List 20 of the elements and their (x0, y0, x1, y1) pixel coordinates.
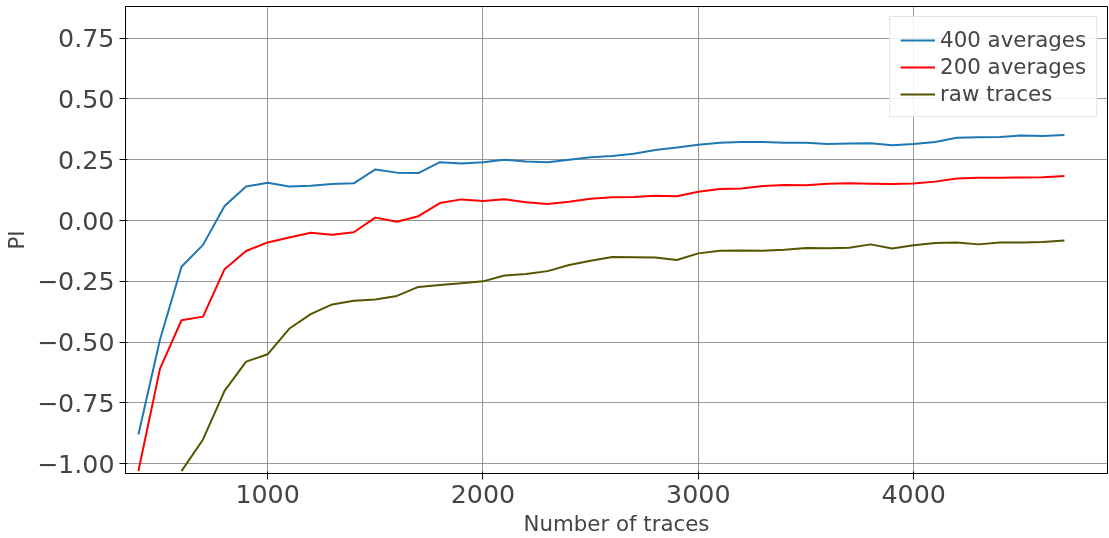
y-tick-label: 0.75 (58, 23, 115, 54)
y-axis-title: PI (3, 230, 29, 250)
legend-label: 200 averages (940, 54, 1086, 79)
x-tick-label: 4000 (881, 478, 946, 509)
x-tick-label: 3000 (666, 478, 731, 509)
x-tick-label: 2000 (450, 478, 516, 509)
y-tick-label: −1.00 (36, 448, 115, 479)
legend-label: 400 averages (940, 27, 1086, 52)
y-tick-label: 0.50 (58, 83, 115, 114)
y-tick-label: −0.50 (36, 327, 115, 358)
x-axis-title: Number of traces (523, 510, 710, 536)
y-tick-label: −0.75 (36, 387, 115, 418)
line-series (137, 175, 1066, 473)
legend-label: raw traces (940, 81, 1053, 106)
y-tick-label: 0.00 (58, 205, 115, 236)
x-tick-label: 1000 (235, 478, 300, 509)
line-series (137, 133, 1066, 436)
y-tick-label: 0.25 (58, 144, 115, 175)
y-tick-label: −0.25 (36, 266, 115, 297)
line-series (180, 239, 1066, 473)
